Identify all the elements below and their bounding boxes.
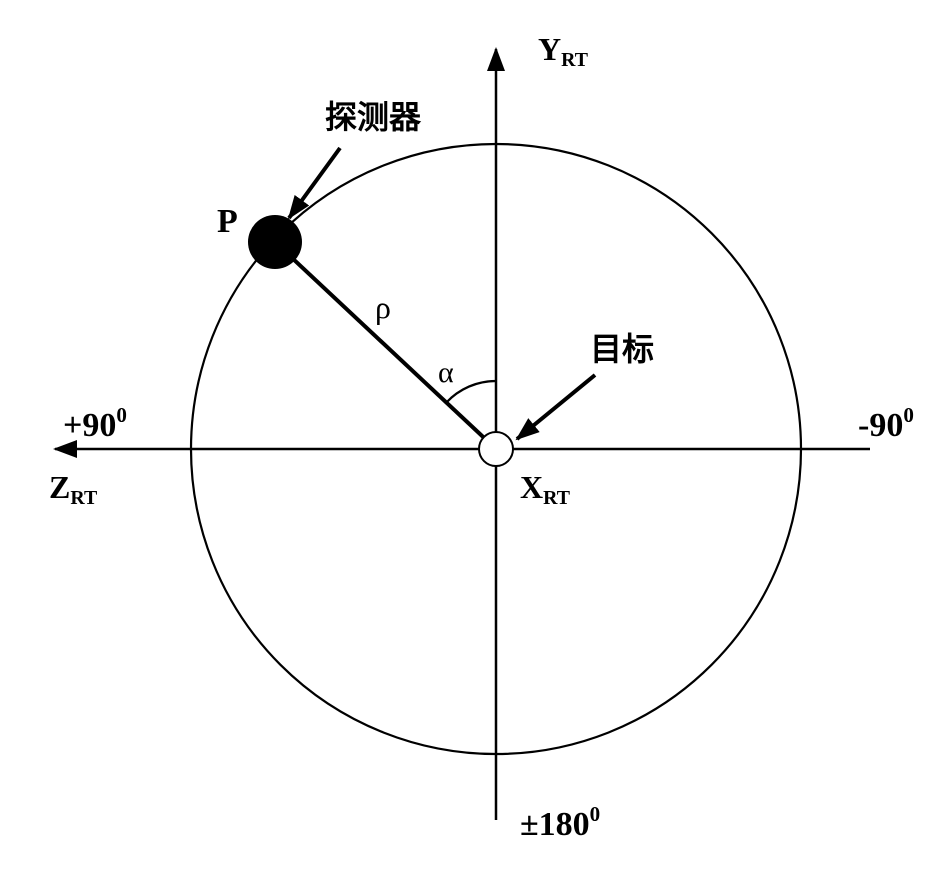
alpha-arc bbox=[446, 381, 496, 403]
angle-pm180-sup: 0 bbox=[590, 802, 601, 826]
alpha-label: α bbox=[438, 356, 454, 389]
angle-pm180: ±1800 bbox=[520, 802, 600, 843]
x-axis-label: XRT bbox=[520, 469, 570, 509]
z-axis-label-sub: RT bbox=[70, 487, 97, 509]
radial-line bbox=[275, 242, 496, 449]
angle-plus90: +900 bbox=[63, 403, 127, 444]
detector-arrow bbox=[289, 148, 340, 218]
point-p-label: P bbox=[217, 203, 238, 240]
x-axis-label-sub: RT bbox=[543, 487, 570, 509]
z-axis-label: ZRT bbox=[49, 469, 97, 509]
angle-pm180-text: ±180 bbox=[520, 806, 590, 843]
angle-minus90: -900 bbox=[858, 403, 914, 444]
z-axis-label-main: Z bbox=[49, 469, 70, 505]
point-p bbox=[248, 215, 302, 269]
rho-label: ρ bbox=[375, 289, 391, 325]
target-arrow bbox=[517, 375, 595, 439]
detector-label: 探测器 bbox=[325, 99, 422, 135]
target-label: 目标 bbox=[590, 331, 654, 367]
angle-plus90-sup: 0 bbox=[116, 403, 127, 427]
angle-minus90-sup: 0 bbox=[903, 403, 914, 427]
x-axis-label-main: X bbox=[520, 469, 543, 505]
diagram-canvas: YRT ZRT XRT P ρ α +900 -900 ±1800 探测器 目标 bbox=[0, 0, 946, 891]
y-axis-label: YRT bbox=[538, 31, 588, 71]
origin-marker bbox=[479, 432, 513, 466]
angle-plus90-text: +90 bbox=[63, 407, 116, 444]
y-axis-label-sub: RT bbox=[561, 49, 588, 71]
y-axis-label-main: Y bbox=[538, 31, 561, 67]
angle-minus90-text: -90 bbox=[858, 407, 903, 444]
